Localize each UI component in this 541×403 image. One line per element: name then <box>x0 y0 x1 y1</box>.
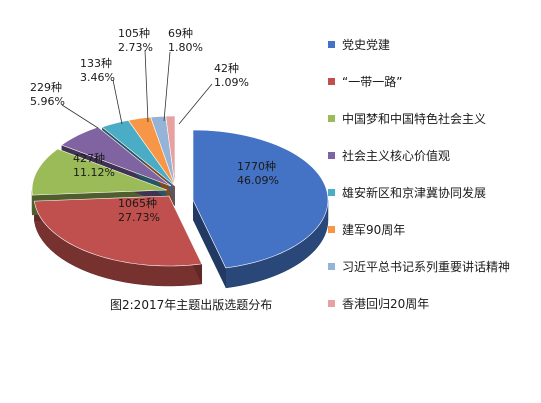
legend-swatch-0 <box>328 41 335 48</box>
slice-percent-label-1: 27.73% <box>118 211 160 224</box>
slice-count-label-5: 105种 <box>118 26 150 40</box>
legend-label-3: 社会主义核心价值观 <box>342 148 450 163</box>
slice-percent-label-7: 1.09% <box>214 76 249 89</box>
slice-count-label-0: 1770种 <box>237 159 276 173</box>
leader-line-6 <box>163 51 171 122</box>
legend-label-7: 香港回归20周年 <box>342 297 429 311</box>
pie-tops <box>31 115 329 269</box>
pie-slice-7 <box>165 115 176 187</box>
slice-percent-label-6: 1.80% <box>168 41 203 54</box>
slice-count-label-1: 1065种 <box>118 196 157 210</box>
slice-percent-label-4: 3.46% <box>80 71 115 84</box>
slice-count-label-6: 69种 <box>168 26 193 40</box>
leader-line-4 <box>112 79 123 125</box>
legend-label-1: “一带一路” <box>342 74 402 89</box>
pie-slice-3 <box>60 126 172 187</box>
slice-percent-label-2: 11.12% <box>73 166 115 179</box>
legend-label-0: 党史党建 <box>342 37 390 52</box>
slice-count-label-2: 427种 <box>73 151 105 165</box>
legend-label-4: 雄安新区和京津冀协同发展 <box>342 185 486 200</box>
legend-label-6: 习近平总书记系列重要讲话精神 <box>342 259 510 274</box>
legend: 党史党建 “一带一路” 中国梦和中国特色社会主义社会主义核心价值观雄安新区和京津冀协… <box>328 37 510 311</box>
legend-label-5: 建军90周年 <box>342 223 405 237</box>
slice-count-label-7: 42种 <box>214 61 239 75</box>
slice-percent-label-3: 5.96% <box>30 95 65 108</box>
pie-slice-4 <box>101 119 176 187</box>
legend-label-2: 中国梦和中国特色社会主义 <box>342 111 486 126</box>
slice-percent-label-0: 46.09% <box>237 174 279 187</box>
leader-line-7 <box>178 83 213 125</box>
pie-slice-6 <box>150 115 176 187</box>
pie-cut-face-0-1 <box>193 200 226 288</box>
pie-slice-1 <box>34 195 203 267</box>
pie-slice-0 <box>192 129 329 269</box>
pie-slice-2 <box>31 148 168 196</box>
pie-slice-5 <box>127 116 176 187</box>
leader-line-5 <box>144 49 149 123</box>
slice-count-label-4: 133种 <box>80 56 112 70</box>
leader-lines <box>61 49 213 129</box>
legend-swatch-3 <box>328 152 335 159</box>
legend-swatch-5 <box>328 226 335 233</box>
leader-line-3 <box>61 104 99 129</box>
legend-swatch-1 <box>328 78 335 85</box>
legend-swatch-7 <box>328 300 335 307</box>
legend-swatch-6 <box>328 263 335 270</box>
chart-caption: 图2:2017年主题出版选题分布 <box>110 298 272 312</box>
legend-swatch-4 <box>328 189 335 196</box>
slice-percent-label-5: 2.73% <box>118 41 153 54</box>
legend-swatch-2 <box>328 115 335 122</box>
slice-count-label-3: 229种 <box>30 80 62 94</box>
